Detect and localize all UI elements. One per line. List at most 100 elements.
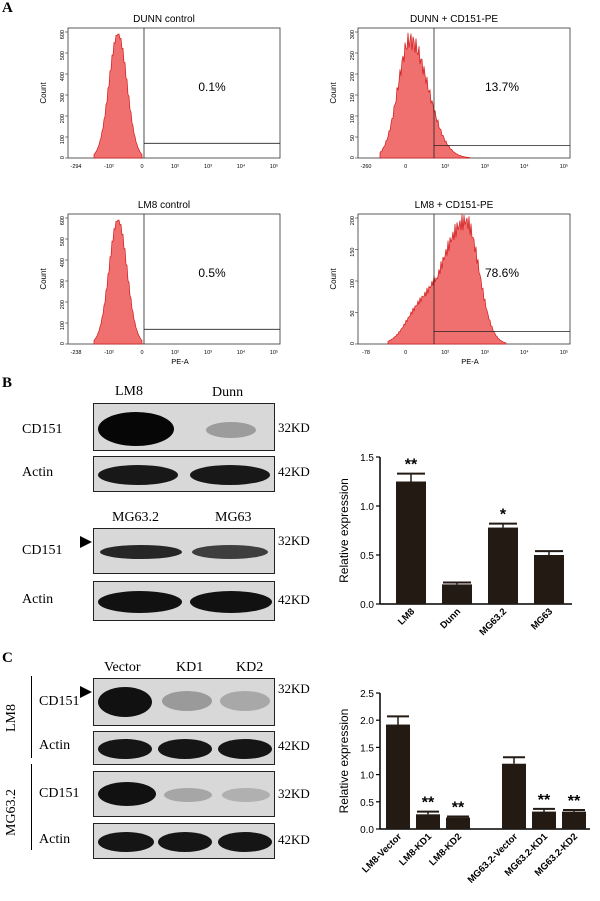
- x-tick-label: 0: [404, 164, 407, 170]
- cd151-label: CD151: [22, 543, 63, 558]
- band: [98, 465, 178, 485]
- y-tick-label: 100: [350, 114, 356, 123]
- side-label-mg632: MG63.2: [4, 788, 19, 836]
- x-tick-label: -78: [362, 350, 370, 356]
- y-tick-label: 0.0: [360, 825, 374, 836]
- bracket-line: [31, 764, 32, 850]
- y-axis-label: Count: [39, 268, 48, 290]
- band: [98, 832, 154, 852]
- x-tick-label: 10⁴: [520, 163, 529, 170]
- significance-marker: **: [405, 457, 418, 474]
- lane-label-dunn: Dunn: [212, 385, 244, 400]
- band: [158, 739, 212, 759]
- x-tick-label: 10⁵: [270, 349, 278, 356]
- actin-label: Actin: [39, 832, 71, 847]
- actin-label: Actin: [22, 465, 54, 480]
- y-tick-label: 600: [60, 30, 66, 39]
- x-tick-label: 10²: [441, 164, 449, 170]
- histogram: [93, 219, 143, 345]
- actin-blot-lm8-kd: [93, 731, 275, 765]
- kd-32-marker: 32KD: [278, 420, 310, 435]
- bar: [386, 724, 410, 829]
- kd-32-marker: 32KD: [278, 533, 310, 548]
- category-label: MG63.2-Vector: [466, 831, 521, 886]
- y-tick-label: 50: [350, 135, 356, 141]
- arrow-icon: [80, 686, 92, 698]
- band: [98, 591, 182, 613]
- band: [220, 691, 270, 711]
- y-tick-label: 2.5: [360, 689, 374, 700]
- y-tick-label: 500: [60, 51, 66, 60]
- gate-percent: 0.1%: [198, 80, 226, 94]
- kd-42-marker: 42KD: [278, 592, 310, 607]
- x-tick-label: 10³: [481, 350, 489, 356]
- x-tick-label: -10²: [104, 164, 114, 170]
- x-tick-label: 10⁵: [270, 163, 278, 170]
- category-label: Dunn: [438, 606, 463, 631]
- x-tick-label: 10³: [204, 350, 212, 356]
- lane-label-mg632: MG63.2: [112, 510, 160, 525]
- x-tick-label: 10⁵: [560, 349, 568, 356]
- significance-marker: **: [452, 799, 465, 816]
- significance-marker: **: [568, 793, 581, 810]
- category-label: LM8: [396, 606, 417, 627]
- y-tick-label: 0: [60, 342, 66, 345]
- significance-marker: **: [422, 795, 435, 812]
- gate-percent: 78.6%: [485, 266, 519, 280]
- band: [98, 412, 174, 446]
- category-label: MG63: [529, 606, 555, 632]
- x-tick-label: 0: [140, 164, 143, 170]
- panel-letter-a: A: [2, 0, 13, 16]
- x-axis-label: PE-A: [171, 357, 189, 366]
- actin-blot-mg63: [93, 581, 275, 621]
- x-tick-label: 10⁴: [520, 349, 529, 356]
- y-tick-label: 50: [350, 311, 356, 317]
- y-tick-label: 400: [60, 258, 66, 267]
- band: [164, 788, 212, 802]
- histogram: [93, 33, 143, 159]
- lane-label-kd1: KD1: [176, 660, 204, 675]
- y-tick-label: 300: [350, 30, 356, 39]
- actin-blot-lm8-dunn: [93, 456, 275, 492]
- y-tick-label: 0.5: [360, 551, 374, 562]
- actin-label: Actin: [39, 738, 71, 753]
- y-tick-label: 400: [60, 72, 66, 81]
- flow-title: LM8 control: [138, 200, 190, 211]
- flow-title: DUNN control: [133, 14, 195, 25]
- cd151-label: CD151: [39, 786, 80, 801]
- significance-marker: *: [500, 507, 507, 524]
- bar: [446, 817, 470, 829]
- flow-plot: DUNN control 600 500 400 300 200 100 0 Count -294…: [39, 14, 281, 170]
- band: [190, 465, 270, 485]
- actin-blot-mg632-kd: [93, 823, 275, 859]
- y-tick-label: 250: [350, 51, 356, 60]
- y-axis-label: Count: [329, 82, 338, 104]
- x-tick-label: -238: [70, 350, 81, 356]
- y-tick-label: 200: [350, 216, 356, 225]
- cd151-label: CD151: [39, 694, 80, 709]
- arrow-icon: [80, 536, 92, 548]
- cd151-blot-lm8-dunn: [93, 403, 275, 451]
- x-tick-label: 10²: [171, 164, 179, 170]
- y-tick-label: 1.5: [360, 453, 374, 464]
- kd-42-marker: 42KD: [278, 464, 310, 479]
- plot-frame: [67, 213, 281, 345]
- lane-label-kd2: KD2: [236, 660, 264, 675]
- y-tick-label: 150: [350, 248, 356, 257]
- band: [222, 788, 270, 802]
- bar: [502, 763, 526, 829]
- y-tick-label: 100: [350, 279, 356, 288]
- bar-chart-c: 0.0 0.5 1.0 1.5 2.0 2.5 Relative expression LM8…: [337, 689, 590, 886]
- flow-title: LM8 + CD151-PE: [415, 200, 494, 211]
- panel-letter-b: B: [2, 375, 13, 391]
- band: [98, 782, 156, 806]
- band: [190, 591, 272, 613]
- flow-plot: DUNN + CD151-PE 300 250 200 150 100 50 0 Count -2…: [329, 14, 571, 170]
- x-tick-label: 0: [140, 350, 143, 356]
- y-tick-label: 0.0: [360, 600, 374, 611]
- y-tick-label: 200: [350, 72, 356, 81]
- bar: [534, 555, 564, 604]
- x-tick-label: 10²: [441, 350, 449, 356]
- y-tick-label: 1.5: [360, 743, 374, 754]
- flow-title: DUNN + CD151-PE: [410, 14, 498, 25]
